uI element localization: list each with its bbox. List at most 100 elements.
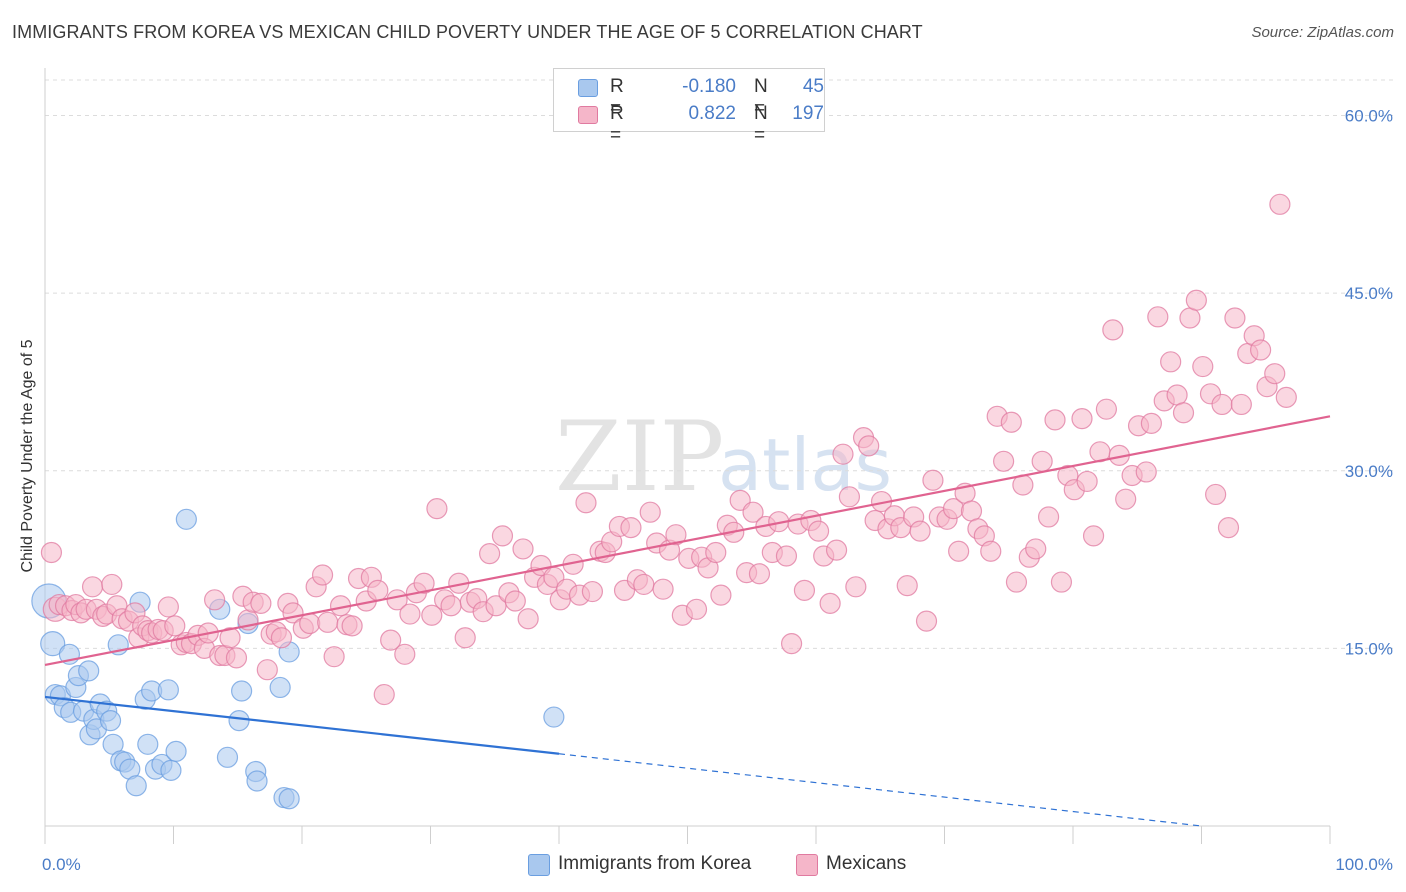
mexicans-point — [421, 604, 443, 626]
mexicans-point — [1025, 538, 1047, 560]
mexicans-point — [845, 576, 867, 598]
mexicans-point — [652, 578, 674, 600]
legend-swatch-korea — [578, 79, 598, 97]
mexicans-point — [1166, 384, 1188, 406]
bottom-legend-swatch-mexicans — [796, 854, 818, 876]
mexicans-point — [517, 608, 539, 630]
mexicans-point — [825, 539, 848, 561]
x-tick-label-start: 0.0% — [42, 855, 81, 874]
mexicans-point — [40, 541, 63, 564]
korea-trend-line — [44, 695, 560, 755]
mexicans-point — [1076, 470, 1098, 493]
x-tick-label-end: 100.0% — [1335, 855, 1393, 874]
mexicans-point — [1102, 319, 1124, 341]
chart-title: IMMIGRANTS FROM KOREA VS MEXICAN CHILD P… — [12, 22, 923, 42]
mexicans-point — [748, 563, 771, 585]
legend-r-value: 0.822 — [688, 103, 736, 124]
mexicans-point — [665, 524, 687, 546]
source-label: Source: ZipAtlas.com — [1251, 24, 1394, 41]
mexicans-point — [819, 592, 841, 614]
mexicans-point — [1211, 393, 1233, 416]
mexicans-point — [948, 540, 970, 562]
korea-point — [125, 775, 147, 797]
mexicans-point — [1000, 411, 1022, 433]
legend-r-label: R = — [610, 76, 624, 119]
korea-point — [165, 740, 187, 763]
bottom-legend-label-korea: Immigrants from Korea — [558, 853, 752, 874]
mexicans-point — [960, 500, 983, 522]
mexicans-point — [440, 595, 462, 617]
mexicans-point — [1031, 450, 1053, 472]
mexicans-point — [1050, 571, 1073, 593]
legend-n-value: 197 — [792, 103, 824, 124]
mexicans-point — [250, 592, 272, 614]
mexicans-point — [775, 545, 798, 567]
bottom-legend-swatch-korea — [528, 854, 550, 876]
mexicans-trend-line — [44, 415, 1331, 667]
mexicans-point — [1217, 516, 1240, 539]
mexicans-point — [1135, 461, 1157, 483]
mexicans-point — [512, 538, 534, 560]
mexicans-point — [710, 584, 732, 606]
korea-point — [231, 680, 253, 702]
mexicans-point — [858, 435, 880, 457]
mexicans-point — [639, 501, 661, 523]
mexicans-point — [373, 683, 395, 706]
mexicans-point — [454, 627, 476, 649]
y-tick-label: 45.0% — [1345, 284, 1393, 303]
legend-r-label: R = — [610, 103, 624, 146]
legend-swatch-mexicans — [578, 106, 598, 124]
mexicans-point — [1205, 483, 1227, 506]
y-tick-label: 60.0% — [1345, 107, 1393, 126]
legend-n-value: 45 — [802, 76, 824, 97]
mexicans-point — [204, 589, 226, 611]
mexicans-point — [838, 486, 861, 508]
mexicans-point — [491, 525, 514, 547]
mexicans-point — [164, 615, 186, 637]
mexicans-point — [299, 612, 321, 635]
mexicans-point — [1005, 571, 1028, 593]
mexicans-point — [270, 627, 293, 649]
mexicans-point — [575, 492, 597, 514]
mexicans-point — [1172, 402, 1195, 424]
mexicans-point — [1147, 306, 1169, 328]
mexicans-point — [1115, 488, 1137, 510]
korea-trend-extension — [558, 753, 1202, 827]
bottom-legend-label-mexicans: Mexicans — [826, 853, 907, 874]
korea-point — [99, 710, 122, 732]
korea-point — [157, 679, 179, 701]
mexicans-point — [915, 610, 938, 632]
y-tick-label: 15.0% — [1345, 639, 1393, 658]
mexicans-point — [1179, 307, 1201, 329]
mexicans-point — [633, 573, 655, 596]
mexicans-point — [620, 516, 642, 539]
mexicans-point — [1250, 339, 1272, 361]
korea-point — [78, 660, 100, 682]
mexicans-point — [685, 598, 708, 620]
mexicans-point — [479, 543, 501, 565]
mexicans-point — [394, 643, 416, 665]
korea-point — [269, 676, 291, 699]
mexicans-point — [1230, 393, 1252, 416]
mexicans-point — [581, 580, 604, 603]
legend-r-value: -0.180 — [682, 76, 736, 97]
mexicans-point — [1071, 408, 1093, 430]
mexicans-point — [413, 572, 435, 594]
mexicans-point — [909, 520, 931, 542]
mexicans-point — [1185, 289, 1207, 311]
mexicans-point — [1044, 409, 1066, 431]
mexicans-point — [1192, 355, 1214, 378]
mexicans-point — [1037, 506, 1060, 528]
korea-point — [216, 746, 239, 768]
mexicans-point — [1160, 351, 1182, 373]
mexicans-point — [399, 603, 421, 625]
mexicans-point — [317, 611, 339, 633]
mexicans-point — [101, 573, 123, 596]
mexicans-point — [341, 615, 363, 637]
stats-legend: R = -0.180 N = 45 R = 0.822 N = 197 — [553, 68, 825, 146]
mexicans-point — [980, 540, 1002, 562]
korea-point — [228, 710, 250, 732]
legend-n-label: N = — [754, 103, 768, 146]
mexicans-point — [922, 469, 944, 491]
